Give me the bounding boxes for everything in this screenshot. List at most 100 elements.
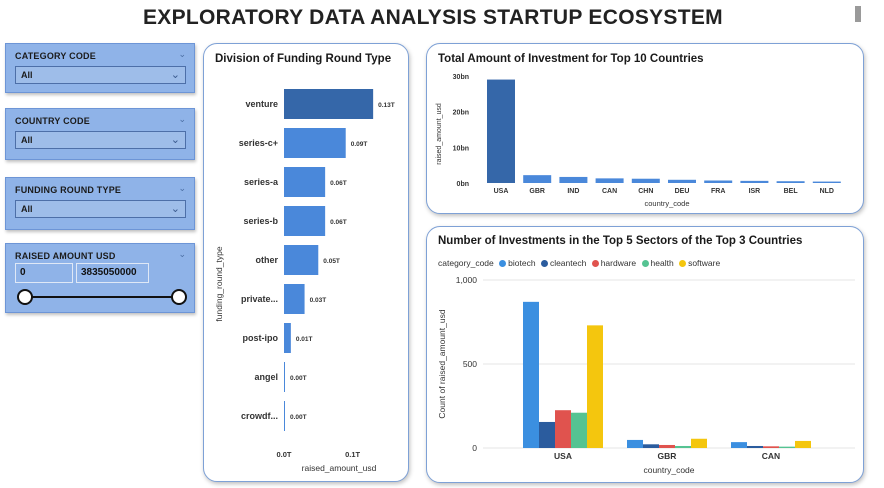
bar — [284, 167, 326, 197]
data-label: 0.09T — [351, 141, 368, 148]
bar-hardware — [555, 410, 571, 448]
y-tick-label: 30bn — [453, 74, 469, 81]
range-max-input[interactable]: 3835050000 — [76, 263, 149, 283]
bar — [487, 79, 515, 183]
bar-health — [779, 446, 795, 448]
country-code-value: All — [21, 135, 33, 145]
legend-dot-biotech — [499, 259, 507, 267]
chevron-down-icon[interactable]: ⌄ — [178, 114, 186, 124]
chevron-down-icon[interactable]: ⌄ — [178, 49, 186, 59]
funding-round-type-dropdown[interactable]: All ⌄ — [15, 200, 186, 218]
x-tick-label: GBR — [529, 188, 545, 195]
chevron-down-icon[interactable]: ⌄ — [178, 249, 186, 259]
data-label: 0.05T — [323, 258, 340, 265]
legend-item-biotech[interactable]: biotech — [508, 258, 536, 268]
category-label: venture — [245, 99, 278, 109]
bar — [559, 176, 588, 183]
country-code-slicer: COUNTRY CODE ⌄ All ⌄ — [5, 108, 195, 160]
x-tick-label: GBR — [658, 451, 677, 461]
chart-title: Number of Investments in the Top 5 Secto… — [438, 235, 803, 247]
legend-dot-hardware — [591, 259, 599, 267]
chevron-down-icon: ⌄ — [170, 134, 180, 146]
bar — [631, 178, 660, 183]
x-tick-label: FRA — [711, 188, 725, 195]
x-tick-label: CAN — [762, 451, 780, 461]
range-min-input[interactable]: 0 — [15, 263, 73, 283]
bar-health — [571, 412, 587, 448]
bar — [284, 284, 305, 314]
category-label: crowdf... — [241, 411, 278, 421]
x-tick-label: CHN — [638, 188, 653, 195]
funding-round-bar-chart: venture 0.13T series-c+ 0.09T series-a 0.06T s… — [214, 89, 395, 473]
category-code-dropdown[interactable]: All ⌄ — [15, 66, 186, 84]
legend-dot-cleantech — [540, 259, 548, 267]
bar — [523, 175, 552, 183]
legend-item-cleantech[interactable]: cleantech — [549, 258, 587, 268]
x-tick-label: NLD — [820, 188, 834, 195]
data-label: 0.03T — [310, 297, 327, 304]
range-slider-max-handle[interactable] — [171, 289, 187, 305]
x-tick-label: 0.1T — [345, 450, 360, 459]
bar — [704, 180, 733, 183]
x-tick-label: CAN — [602, 188, 617, 195]
bar-cleantech — [747, 445, 763, 448]
category-label: angel — [254, 372, 278, 382]
chart-legend: category_code biotech cleantech hardware… — [438, 258, 720, 268]
data-label: 0.13T — [378, 102, 395, 109]
chevron-down-icon[interactable]: ⌄ — [178, 183, 186, 193]
scroll-handle[interactable] — [855, 6, 861, 22]
chevron-down-icon: ⌄ — [170, 203, 180, 215]
x-axis-title: country_code — [643, 465, 694, 475]
bar — [595, 178, 624, 183]
bar-software — [795, 440, 811, 448]
legend-dot-health — [641, 259, 649, 267]
x-tick-label: BEL — [784, 188, 799, 195]
range-slider-track[interactable] — [25, 296, 180, 298]
top-sectors-chart-card: Number of Investments in the Top 5 Secto… — [426, 226, 864, 483]
bar — [284, 401, 285, 431]
raised-amount-slicer-title: RAISED AMOUNT USD — [15, 251, 116, 261]
bar-software — [587, 325, 603, 448]
legend-item-health[interactable]: health — [650, 258, 674, 268]
category-code-slicer-title: CATEGORY CODE — [15, 51, 96, 61]
category-code-slicer: CATEGORY CODE ⌄ All ⌄ — [5, 43, 195, 93]
x-tick-label: DEU — [675, 188, 690, 195]
country-code-dropdown[interactable]: All ⌄ — [15, 131, 186, 149]
funding-round-type-slicer-title: FUNDING ROUND TYPE — [15, 185, 122, 195]
bar — [284, 245, 319, 275]
legend-item-software[interactable]: software — [688, 258, 721, 268]
funding-round-chart-card: Division of Funding Round Type venture 0.… — [203, 43, 409, 482]
legend-title: category_code — [438, 258, 494, 268]
bar — [284, 206, 326, 236]
x-tick-label: USA — [554, 451, 572, 461]
y-axis-title: raised_amount_usd — [436, 103, 443, 165]
y-tick-label: 1,000 — [456, 275, 478, 285]
top-sectors-grouped-bar-chart: 0 500 1,000 USA GBR CAN country_code Count of r… — [437, 275, 855, 475]
category-label: series-a — [244, 177, 279, 187]
top-countries-bar-chart: 0bn 10bn 20bn 30bn USA GBR IND CAN CHN DEU FRA ISR B… — [436, 74, 841, 208]
funding-round-type-value: All — [21, 204, 33, 214]
y-tick-label: 0 — [472, 443, 477, 453]
data-label: 0.00T — [290, 375, 307, 382]
category-label: other — [256, 255, 279, 265]
y-tick-label: 500 — [463, 359, 477, 369]
bar-hardware — [763, 446, 779, 448]
data-label: 0.06T — [330, 180, 347, 187]
category-label: series-b — [243, 216, 278, 226]
y-axis-title: funding_round_type — [214, 246, 224, 321]
bar — [284, 323, 291, 353]
chart-title: Division of Funding Round Type — [215, 53, 392, 65]
range-slider-min-handle[interactable] — [17, 289, 33, 305]
category-code-value: All — [21, 70, 33, 80]
funding-round-type-slicer: FUNDING ROUND TYPE ⌄ All ⌄ — [5, 177, 195, 230]
bar — [668, 179, 696, 183]
data-label: 0.00T — [290, 414, 307, 421]
x-axis-title: raised_amount_usd — [302, 463, 377, 473]
category-label: post-ipo — [243, 333, 279, 343]
bar — [776, 181, 805, 183]
y-tick-label: 0bn — [457, 181, 469, 188]
bar-software — [691, 438, 707, 448]
legend-item-hardware[interactable]: hardware — [600, 258, 637, 268]
y-tick-label: 20bn — [453, 110, 469, 117]
legend-dot-software — [679, 259, 687, 267]
